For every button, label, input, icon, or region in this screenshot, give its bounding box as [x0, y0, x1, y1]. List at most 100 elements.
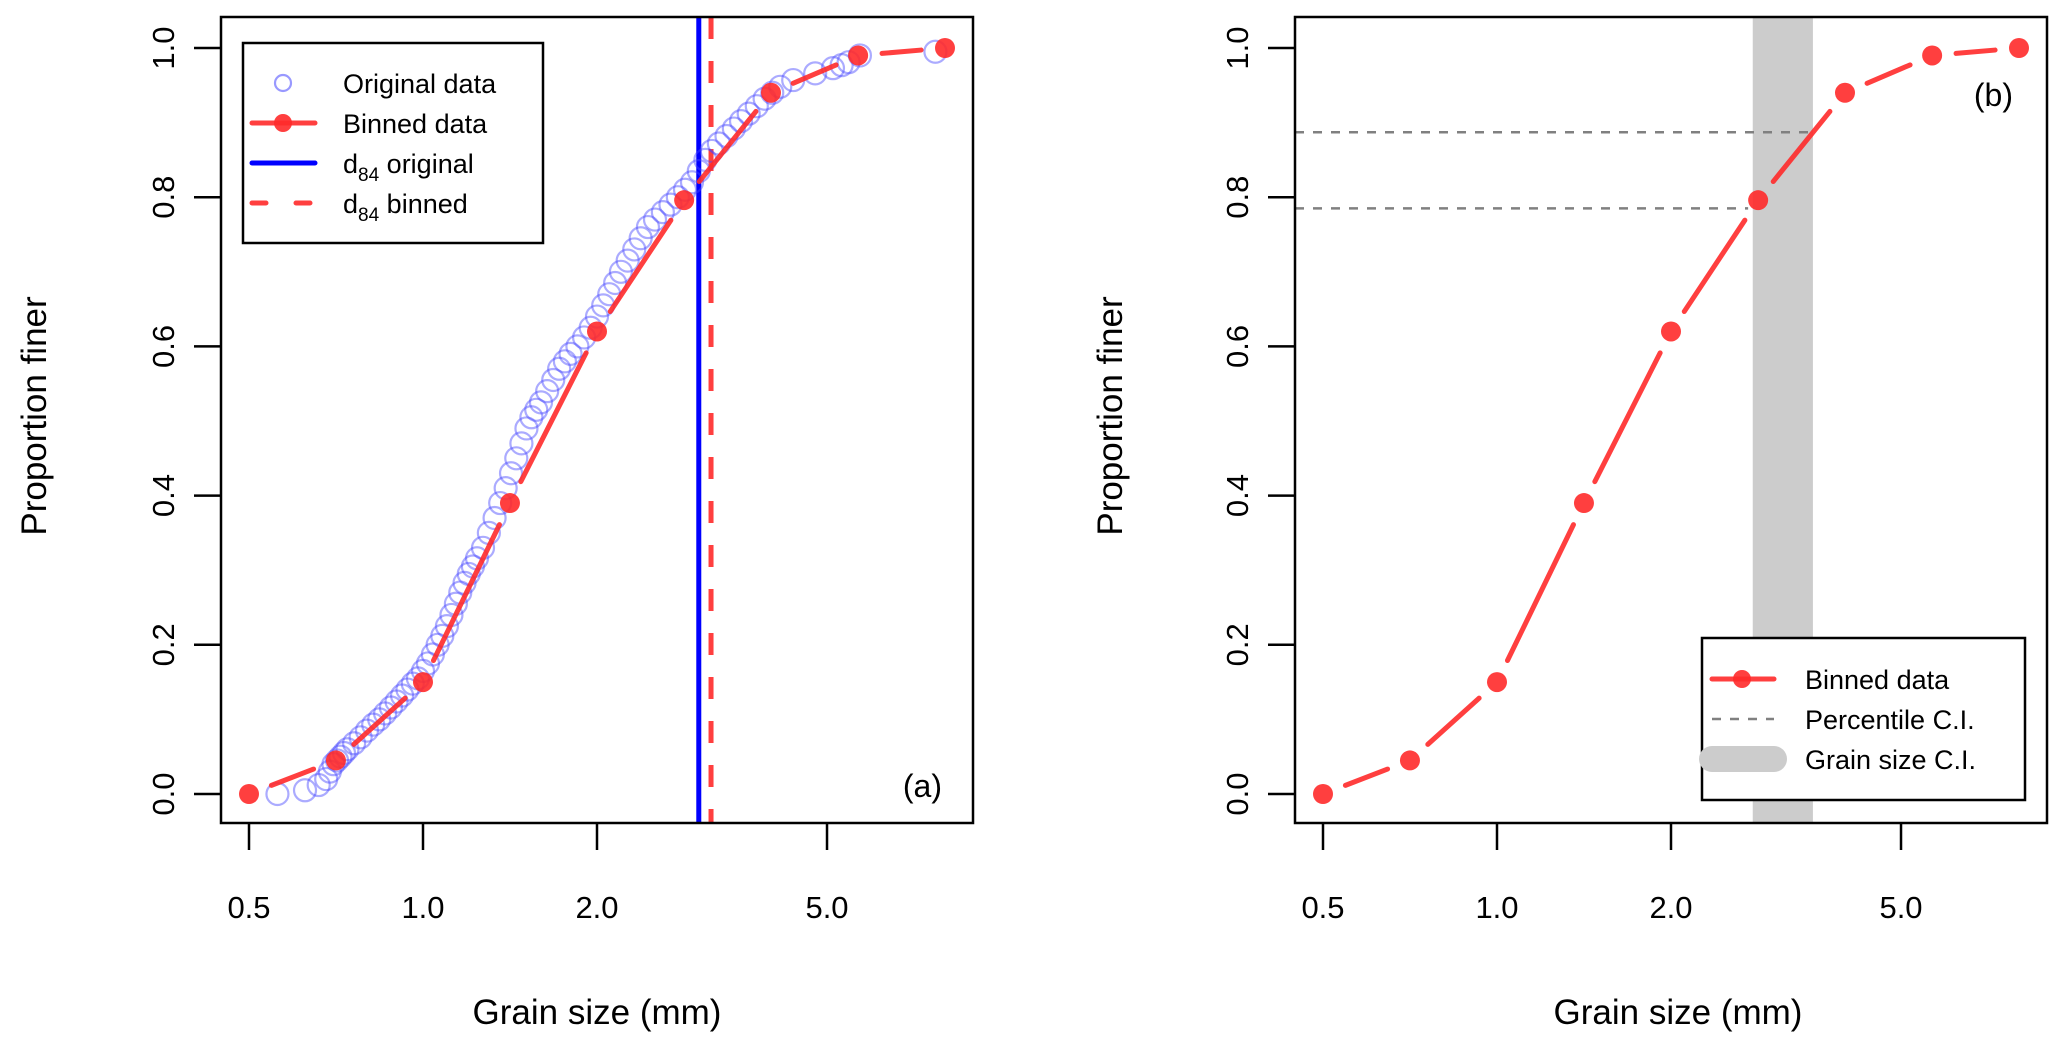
panel-a: 0.5 1.0 2.0 5.0 0.0 0.2 0.4 0.6 0.8 1.0 Grain si…	[15, 15, 975, 1032]
x-tick-label: 2.0	[1649, 890, 1692, 925]
binned-data-point	[2009, 38, 2029, 58]
legend-label-binned-data: Binned data	[343, 109, 488, 139]
binned-data-point	[674, 190, 695, 211]
original-data-point	[420, 642, 445, 667]
binned-data-point	[325, 750, 346, 771]
original-data-point	[603, 270, 628, 296]
original-data-point	[514, 416, 539, 441]
original-data-point	[615, 248, 640, 273]
original-data-point	[342, 731, 367, 756]
y-tick-label: 0.2	[146, 623, 181, 666]
binned-data-point	[1661, 321, 1681, 342]
original-data-point	[608, 259, 634, 284]
original-data-point	[820, 56, 846, 81]
binned-line-segment	[268, 766, 317, 788]
y-tick-label: 0.8	[146, 176, 181, 219]
legend-a: Original data Binned data d84 original d…	[241, 41, 545, 245]
original-data-point	[535, 379, 560, 404]
binned-line-segment	[518, 350, 589, 485]
binned-data-point	[413, 672, 433, 693]
y-tick-label: 0.8	[1220, 176, 1255, 219]
binned-line-segment	[1592, 350, 1663, 485]
binned-data-point	[1399, 750, 1420, 771]
legend-label-binned-data: Binned data	[1805, 665, 1950, 695]
original-data-point	[524, 397, 549, 422]
binned-line-segment	[696, 108, 759, 185]
x-tick-label: 0.5	[1301, 890, 1344, 925]
y-tick-label: 0.6	[146, 325, 181, 368]
original-data-point	[650, 200, 675, 225]
legend-b: Binned data Percentile C.I. Grain size C…	[1699, 636, 2027, 802]
binned-line-segment	[351, 695, 408, 747]
original-data-point	[335, 737, 360, 762]
original-data-point	[565, 334, 590, 359]
original-data-point	[373, 701, 398, 726]
binned-data-point	[848, 45, 869, 66]
binned-data-point	[1487, 672, 1507, 693]
original-data-point	[803, 61, 828, 86]
binned-line-segment	[1504, 522, 1576, 664]
y-tick-label: 1.0	[1220, 26, 1255, 69]
legend-label-original-data: Original data	[343, 69, 497, 99]
original-data-point	[378, 695, 404, 720]
y-tick-label: 0.4	[146, 474, 181, 517]
binned-line-segment	[1681, 217, 1748, 314]
x-tick-label: 2.0	[575, 890, 618, 925]
original-data-point	[361, 712, 386, 737]
original-data-point	[384, 689, 409, 714]
binned-line-segment	[790, 62, 839, 86]
original-data-point	[679, 170, 705, 195]
x-axis-title-b: Grain size (mm)	[1554, 993, 1803, 1032]
binned-data-point	[1573, 493, 1594, 514]
original-data-point	[292, 778, 318, 803]
x-tick-label: 1.0	[1475, 890, 1518, 925]
legend-label-percentile-ci: Percentile C.I.	[1805, 705, 1975, 735]
original-data-point	[519, 405, 544, 430]
legend-label-d84-binned: d84 binned	[343, 189, 468, 226]
original-data-point	[482, 505, 507, 531]
binned-data-point	[1922, 45, 1943, 66]
original-data-point	[552, 349, 578, 374]
x-tick-label: 0.5	[227, 890, 270, 925]
binned-line-segment	[1953, 47, 1998, 56]
original-data-point	[558, 341, 583, 366]
original-data-point	[744, 94, 769, 119]
legend-label-d84-original: d84 original	[343, 149, 474, 186]
original-data-point	[642, 207, 668, 232]
original-data-point	[348, 725, 373, 750]
y-tick-label: 0.4	[1220, 474, 1255, 517]
binned-data-point	[1835, 82, 1855, 103]
binned-data-point	[761, 82, 781, 103]
panel-b: 0.5 1.0 2.0 5.0 0.0 0.2 0.4 0.6 0.8 1.0 Grain si…	[1091, 15, 2049, 1032]
x-tick-label: 1.0	[401, 890, 444, 925]
binned-data-point	[587, 321, 607, 342]
original-data-point	[736, 101, 761, 126]
legend-symbol-binned-dot	[1733, 670, 1751, 688]
y-tick-label: 0.6	[1220, 325, 1255, 368]
y-tick-label: 0.0	[146, 772, 181, 815]
binned-line-segment	[1864, 62, 1913, 86]
panel-label-a: (a)	[903, 768, 942, 804]
original-data-point	[504, 446, 529, 471]
original-data-point	[367, 707, 392, 732]
legend-symbol-original-data	[273, 73, 293, 93]
original-data-point	[635, 214, 661, 240]
x-tick-label: 5.0	[1879, 890, 1922, 925]
binned-line-segment	[607, 217, 674, 314]
original-data-point	[547, 356, 572, 381]
original-data-point	[628, 226, 653, 251]
binned-data-point	[1313, 784, 1333, 804]
binned-data-point	[499, 493, 520, 514]
y-tick-label: 0.0	[1220, 772, 1255, 815]
original-data-point	[498, 461, 524, 486]
original-data-point	[528, 390, 554, 415]
panel-label-b: (b)	[1974, 77, 2013, 113]
y-tick-label: 1.0	[146, 26, 181, 69]
y-axis-title-b: Proportion finer	[1091, 296, 1130, 536]
binned-line-segment	[1342, 766, 1391, 788]
original-data-point	[622, 237, 647, 262]
binned-line-segment	[430, 522, 502, 664]
y-tick-label: 0.2	[1220, 623, 1255, 666]
original-data-point	[306, 772, 331, 798]
